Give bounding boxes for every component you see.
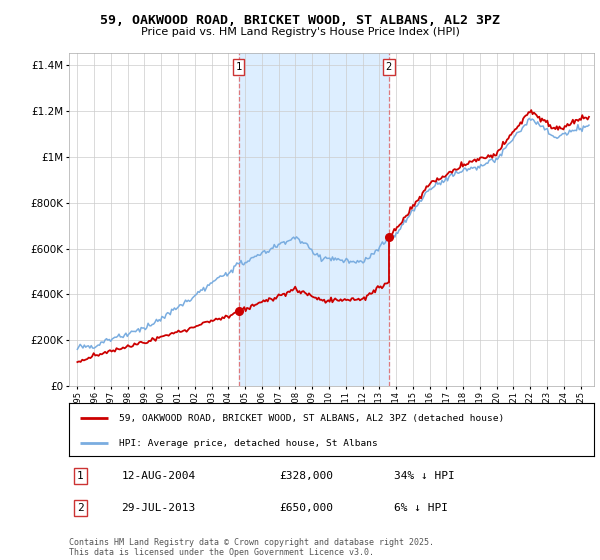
Bar — [239, 53, 389, 386]
Text: Contains HM Land Registry data © Crown copyright and database right 2025.
This d: Contains HM Land Registry data © Crown c… — [69, 538, 434, 557]
Text: 12-AUG-2004: 12-AUG-2004 — [121, 471, 196, 481]
Text: 1: 1 — [77, 471, 84, 481]
Text: £328,000: £328,000 — [279, 471, 333, 481]
Text: 6% ↓ HPI: 6% ↓ HPI — [395, 503, 449, 513]
Text: £650,000: £650,000 — [279, 503, 333, 513]
Text: 29-JUL-2013: 29-JUL-2013 — [121, 503, 196, 513]
Text: HPI: Average price, detached house, St Albans: HPI: Average price, detached house, St A… — [119, 438, 377, 447]
Text: 1: 1 — [236, 62, 242, 72]
Text: Price paid vs. HM Land Registry's House Price Index (HPI): Price paid vs. HM Land Registry's House … — [140, 27, 460, 37]
Text: 2: 2 — [386, 62, 392, 72]
Text: 34% ↓ HPI: 34% ↓ HPI — [395, 471, 455, 481]
Text: 2: 2 — [77, 503, 84, 513]
Text: 59, OAKWOOD ROAD, BRICKET WOOD, ST ALBANS, AL2 3PZ: 59, OAKWOOD ROAD, BRICKET WOOD, ST ALBAN… — [100, 14, 500, 27]
Text: 59, OAKWOOD ROAD, BRICKET WOOD, ST ALBANS, AL2 3PZ (detached house): 59, OAKWOOD ROAD, BRICKET WOOD, ST ALBAN… — [119, 414, 504, 423]
